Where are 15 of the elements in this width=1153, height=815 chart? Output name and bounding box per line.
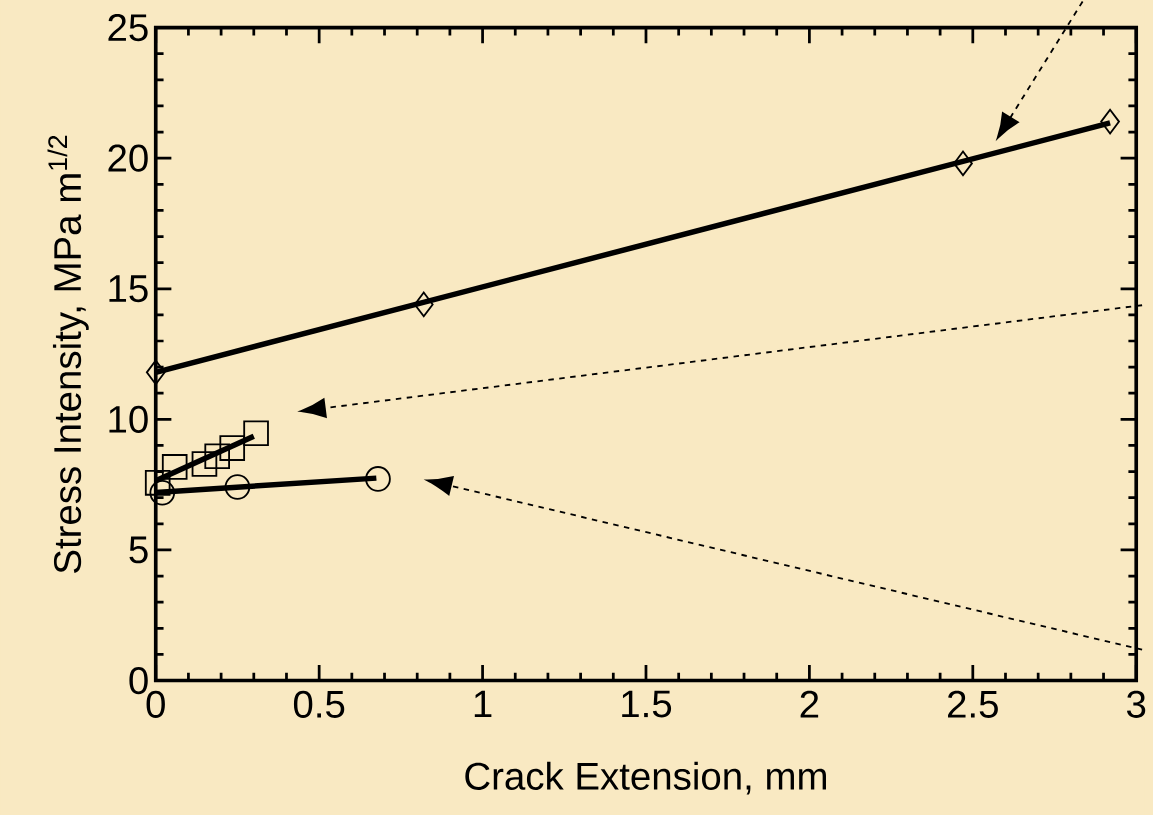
y-axis-title: Stress Intensity, MPa m$^{1/2}$ — [47, 135, 89, 573]
y-tick-label: 5 — [129, 536, 148, 564]
x-tick-label: 0 — [146, 690, 165, 718]
x-tick-label: 1.5 — [622, 690, 672, 718]
x-tick-label: 1 — [474, 690, 492, 717]
y-tick-label: 10 — [109, 405, 148, 433]
x-tick-label: 2.5 — [948, 690, 998, 718]
x-tick-label: 0.5 — [293, 690, 345, 718]
y-tick-label: 25 — [108, 13, 148, 41]
y-tick-label: 15 — [109, 275, 148, 302]
x-tick-label: 3 — [1127, 690, 1146, 718]
x-tick-label: 2 — [800, 690, 819, 718]
y-tick-label: 20 — [108, 144, 148, 172]
x-axis-title: Crack Extension, mm — [465, 761, 826, 795]
y-tick-label: 0 — [129, 666, 148, 694]
